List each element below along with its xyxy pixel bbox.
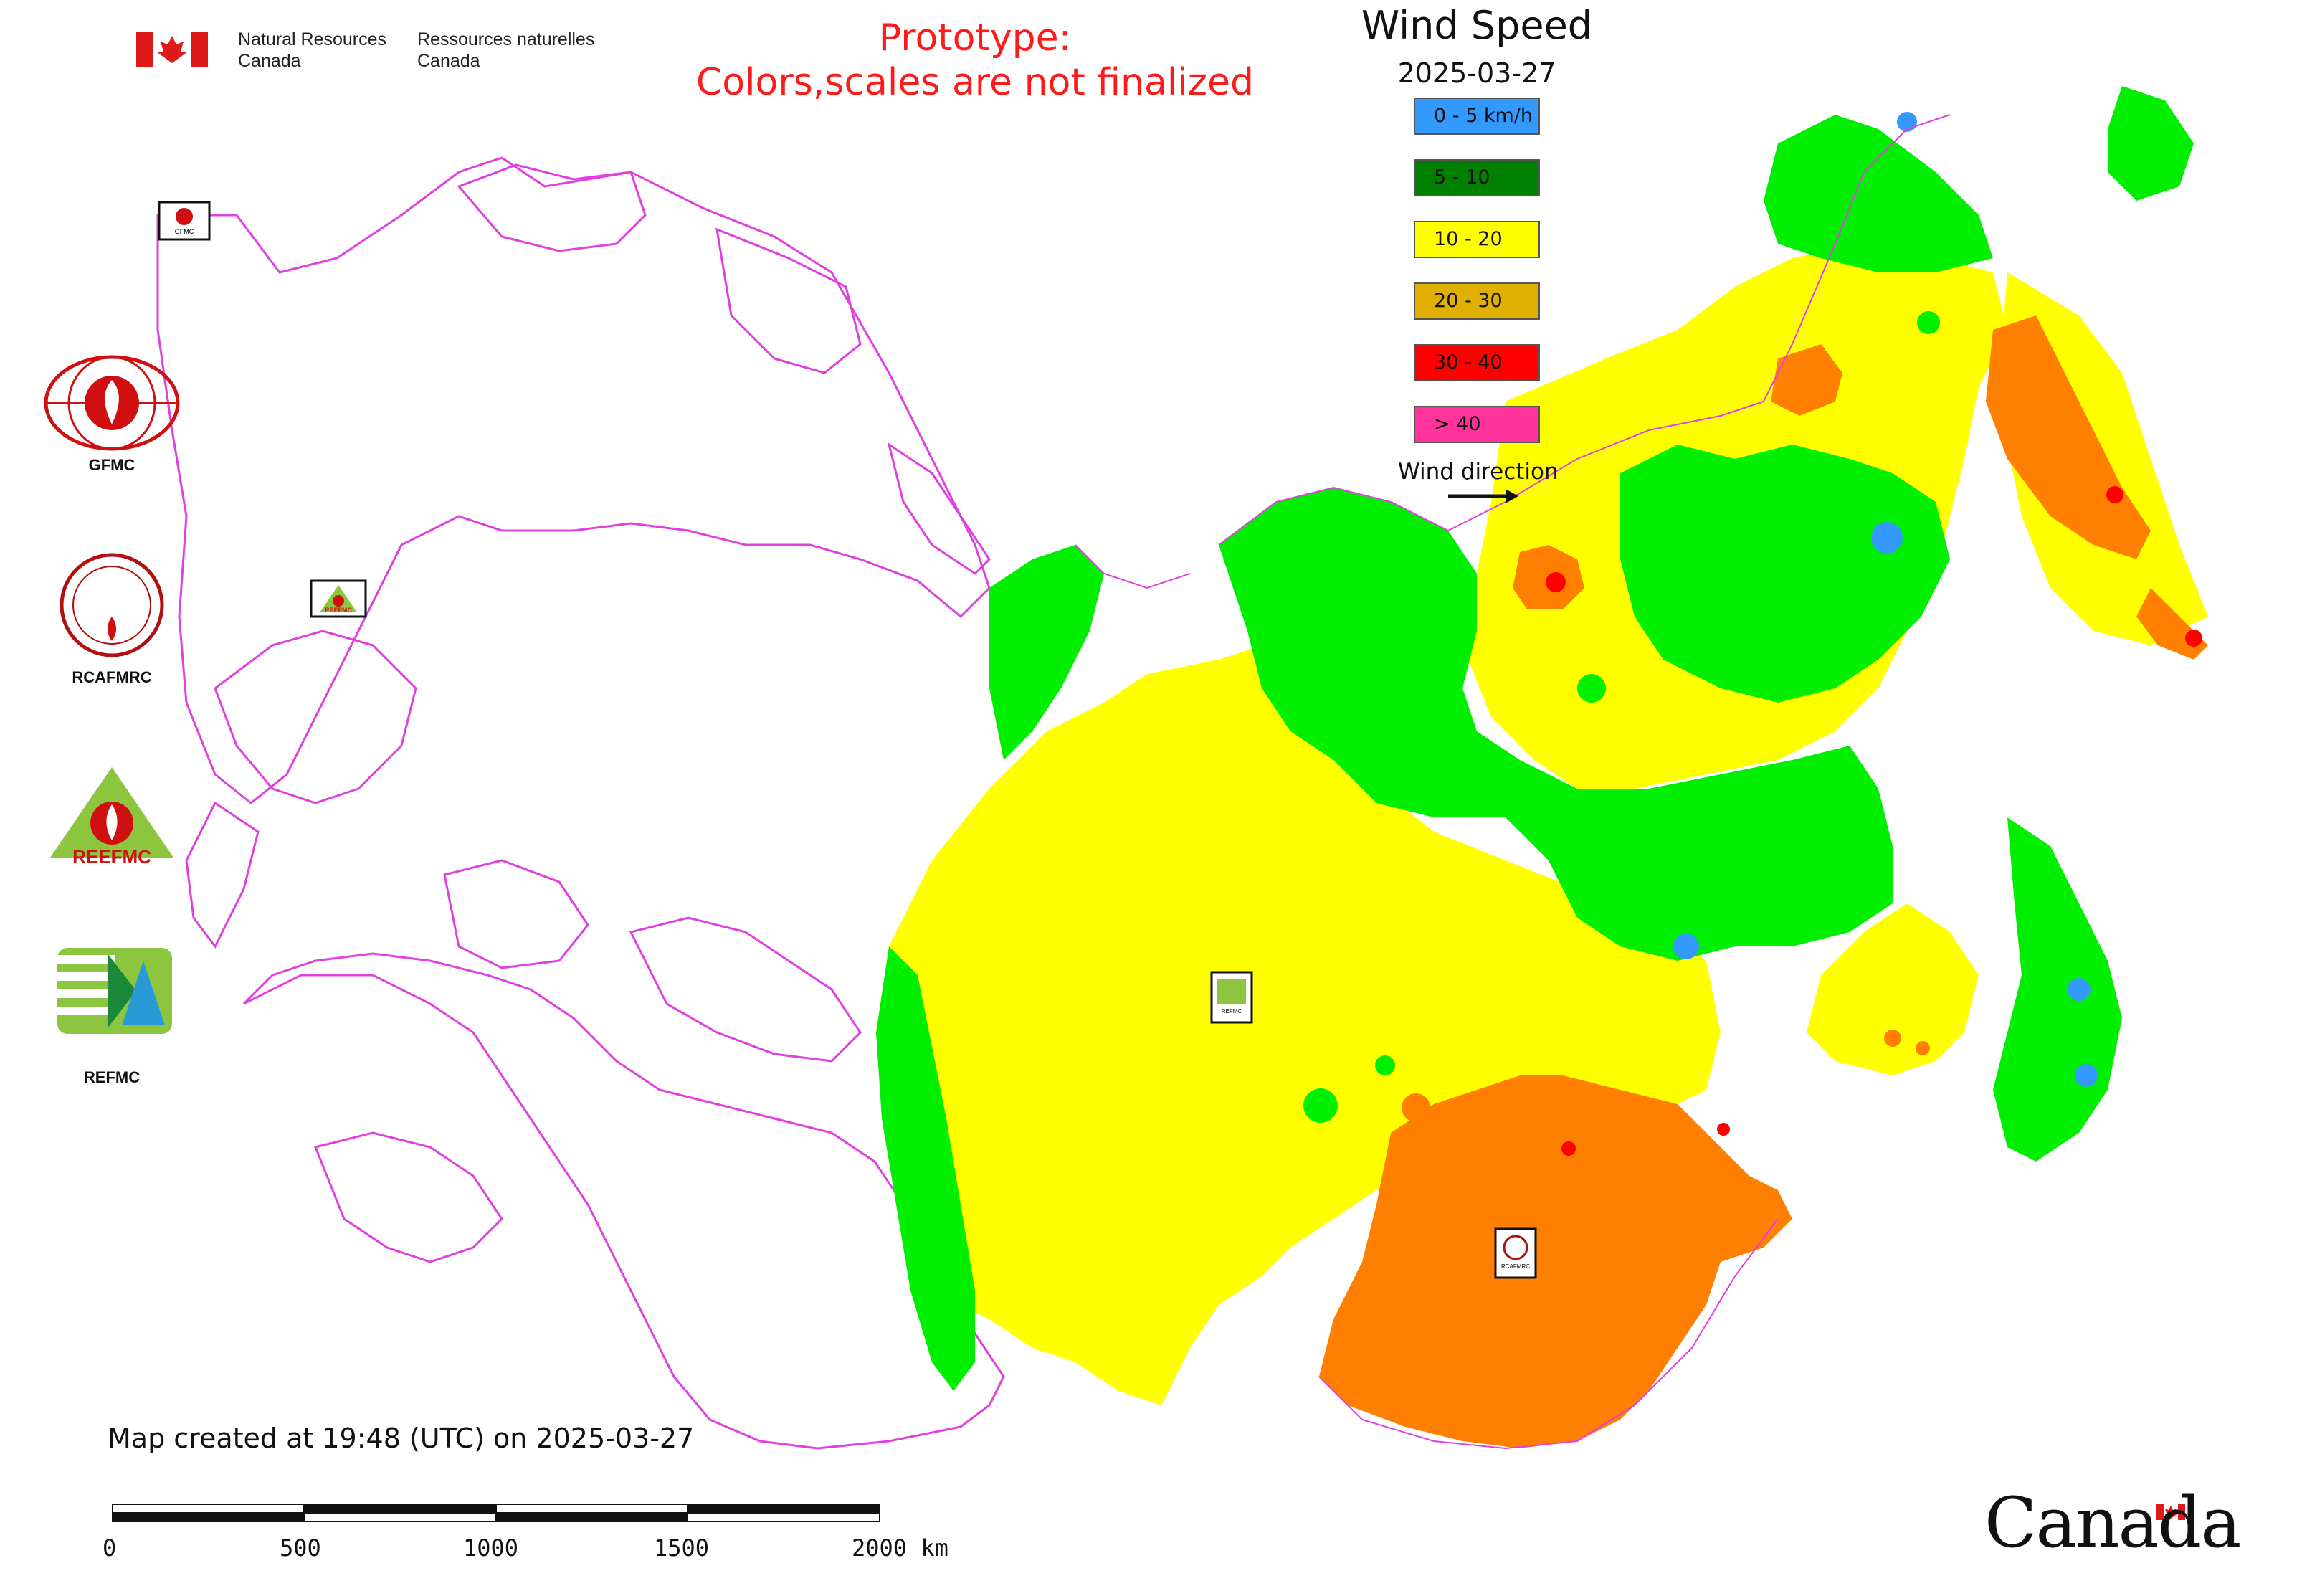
map-title: Wind Speed [1361, 3, 1593, 48]
wind-spots-green [1303, 311, 1940, 1123]
agency-name-en: Natural Resources Canada [238, 29, 386, 72]
agency-name-en-line2: Canada [238, 51, 301, 71]
legend-item-20-30: 20 - 30 [1414, 282, 1540, 320]
wind-spots-orange [1402, 1030, 1930, 1122]
scale-tick-1500: 1500 [654, 1534, 710, 1562]
canada-flag-icon [136, 32, 208, 67]
wind-zone-30-40 [1546, 486, 2202, 1156]
legend-item-10-20: 10 - 20 [1414, 221, 1540, 258]
legend-item-0-5: 0 - 5 km/h [1414, 98, 1540, 135]
reefmc-logo-wordmark: REEFMC [72, 846, 151, 868]
refmc-logo-icon [57, 948, 172, 1034]
wind-direction-label: Wind direction [1398, 459, 1559, 485]
rcafmrc-logo-label: RCAFMRC [72, 668, 152, 686]
gfmc-logo-label: GFMC [88, 456, 135, 474]
agency-name-fr-line2: Canada [417, 51, 480, 71]
agency-name-en-line1: Natural Resources [238, 29, 387, 49]
canada-wordmark: Canada [1984, 1483, 2241, 1563]
scale-tick-0: 0 [103, 1534, 117, 1562]
gfmc-marker-label: GFMC [174, 228, 194, 235]
gfmc-marker-icon [158, 201, 211, 241]
reefmc-marker-icon [310, 579, 367, 618]
rcafmrc-logo-icon [60, 553, 164, 657]
scale-tick-500: 500 [280, 1534, 321, 1562]
prototype-line2: Colors,scales are not finalized [695, 61, 1255, 104]
scale-tick-1000: 1000 [463, 1534, 519, 1562]
agency-name-fr-line1: Ressources naturelles [417, 29, 595, 49]
created-timestamp: Map created at 19:48 (UTC) on 2025-03-27 [108, 1422, 695, 1454]
legend-item-5-10: 5 - 10 [1414, 159, 1540, 196]
map-date: 2025-03-27 [1397, 57, 1556, 89]
refmc-marker-label: REFMC [1221, 1008, 1242, 1015]
legend-item-over-40: > 40 [1414, 406, 1540, 443]
rcafmrc-marker-label: RCAFMRC [1501, 1263, 1530, 1270]
rcafmrc-marker-icon [1494, 1227, 1537, 1279]
refmc-marker-icon [1210, 971, 1253, 1024]
canada-wordmark-flag-icon [2156, 1504, 2185, 1520]
map-outline-east [1075, 114, 1951, 1450]
wind-direction-arrow [1448, 489, 1518, 503]
reefmc-marker-label: REEFMC [325, 607, 352, 614]
map-outline-west [156, 156, 1005, 1450]
refmc-logo-label: REFMC [83, 1068, 141, 1086]
legend-item-30-40: 30 - 40 [1414, 344, 1540, 381]
reefmc-logo-icon [50, 767, 173, 858]
scale-bar-fill [113, 1504, 880, 1521]
prototype-notice: Prototype: Colors,scales are not finaliz… [645, 16, 1305, 105]
agency-name-fr: Ressources naturelles Canada [417, 29, 594, 72]
gfmc-logo-icon [44, 355, 180, 451]
prototype-line1: Prototype: [878, 16, 1072, 60]
scale-tick-2000: 2000 km [852, 1534, 948, 1562]
